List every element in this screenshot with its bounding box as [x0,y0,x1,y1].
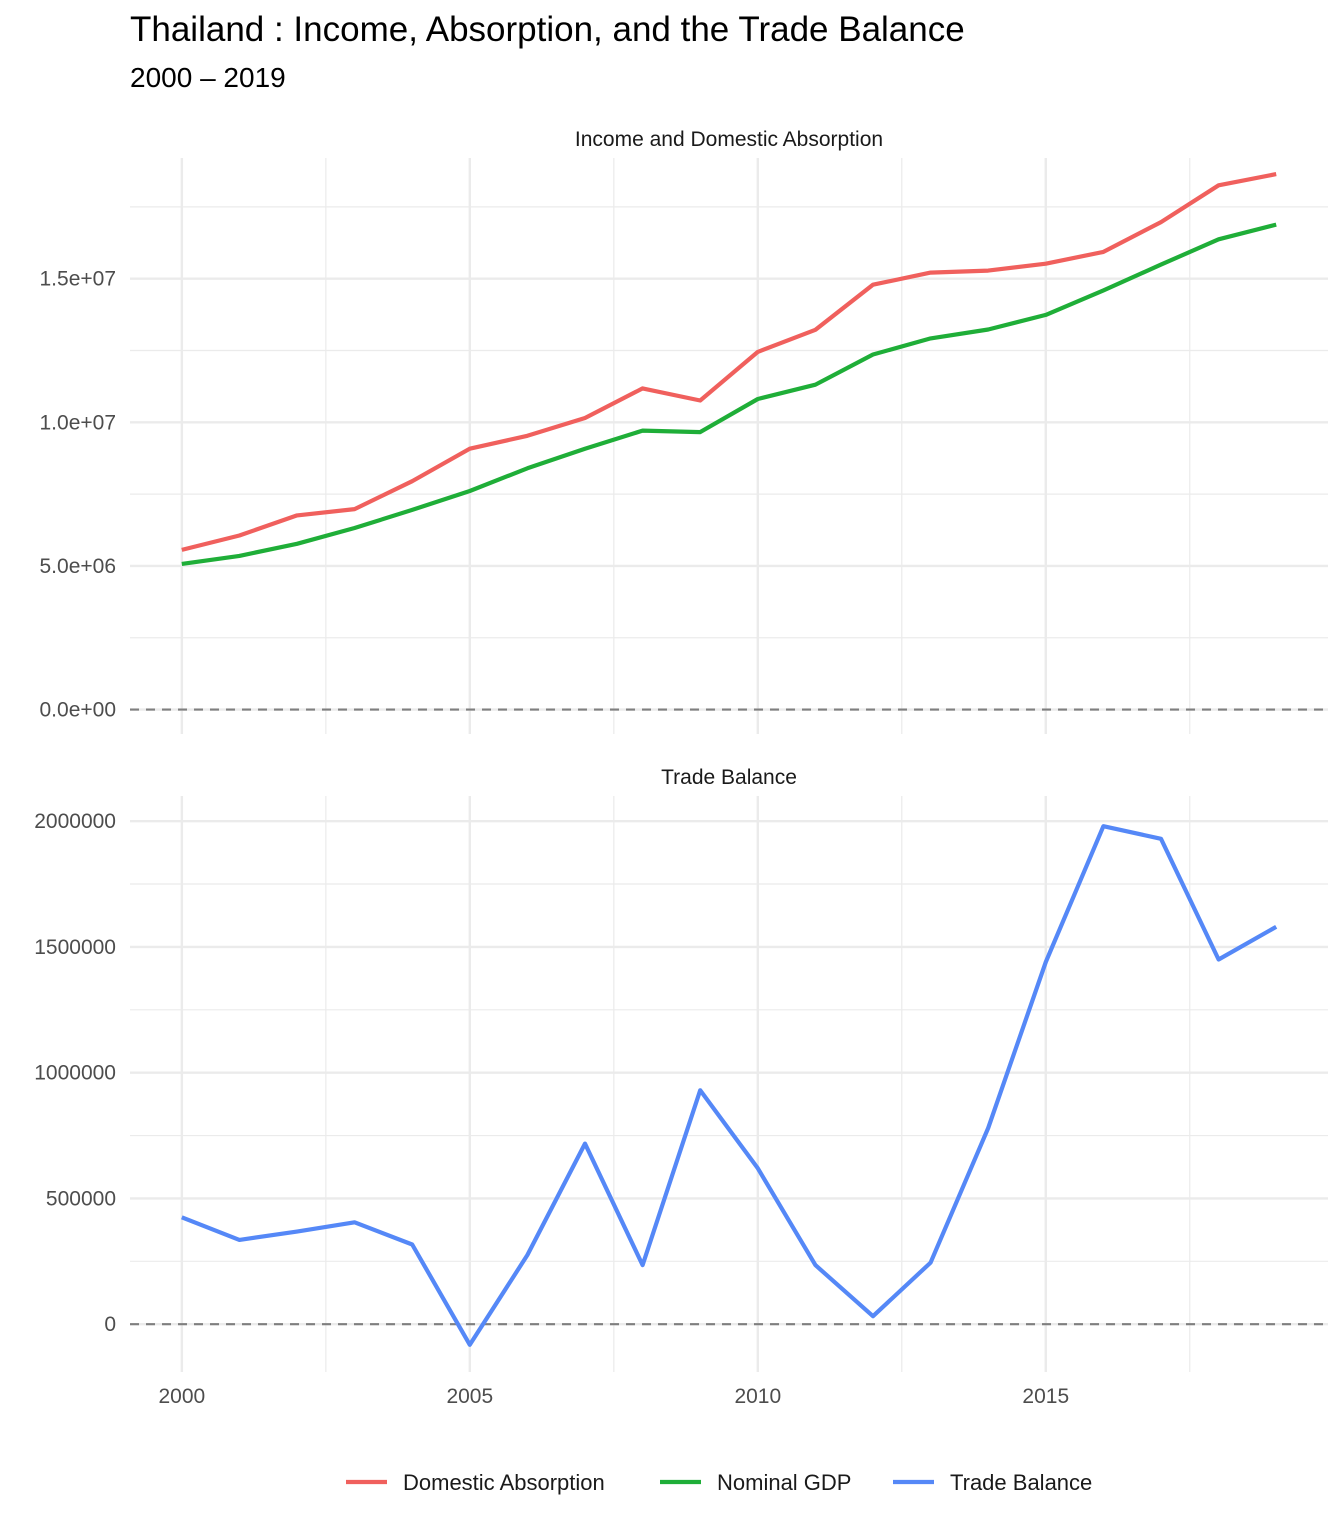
y-tick-label: 0 [104,1313,116,1336]
chart-subtitle: 2000 – 2019 [130,62,286,93]
x-tick-label: 2010 [734,1385,781,1408]
chart-title: Thailand : Income, Absorption, and the T… [130,10,965,49]
y-tick-label: 1000000 [34,1062,116,1085]
y-tick-label: 1.0e+07 [40,411,117,434]
grid-top [130,158,1328,734]
series-line-nominal-gdp [181,222,1277,566]
legend-label: Domestic Absorption [403,1470,605,1495]
y-tick-label: 1.5e+07 [40,268,117,291]
series-line-domestic-absorption [181,172,1277,552]
y-tick-label: 500000 [46,1187,116,1210]
legend-label: Trade Balance [950,1470,1092,1495]
lines-top [181,172,1277,566]
y-axis-top: 0.0e+00 5.0e+06 1.0e+07 1.5e+07 [40,268,117,722]
legend-label: Nominal GDP [717,1470,851,1495]
x-tick-label: 2015 [1022,1385,1069,1408]
lines-bottom [181,824,1278,1347]
y-tick-label: 1500000 [34,936,116,959]
panel-title-trade-balance: Trade Balance [661,766,797,789]
y-tick-label: 0.0e+00 [40,699,117,722]
panel-income-absorption: Income and Domestic Absorption 0.0e+00 5.… [40,128,1328,734]
legend: Domestic Absorption Nominal GDP Trade Bala… [346,1470,1092,1495]
y-tick-label: 2000000 [34,810,116,833]
y-axis-bottom: 0 500000 1000000 1500000 2000000 [34,810,116,1336]
y-tick-label: 5.0e+06 [40,555,117,578]
x-axis: 2000 2005 2010 2015 [158,1385,1069,1408]
panel-trade-balance: Trade Balance 05000001000000150000020000… [34,766,1328,1408]
x-tick-label: 2000 [158,1385,205,1408]
x-tick-label: 2005 [446,1385,493,1408]
grid-bottom [130,796,1328,1372]
panel-title-income-absorption: Income and Domestic Absorption [575,128,883,151]
series-line-trade-balance [181,824,1278,1347]
